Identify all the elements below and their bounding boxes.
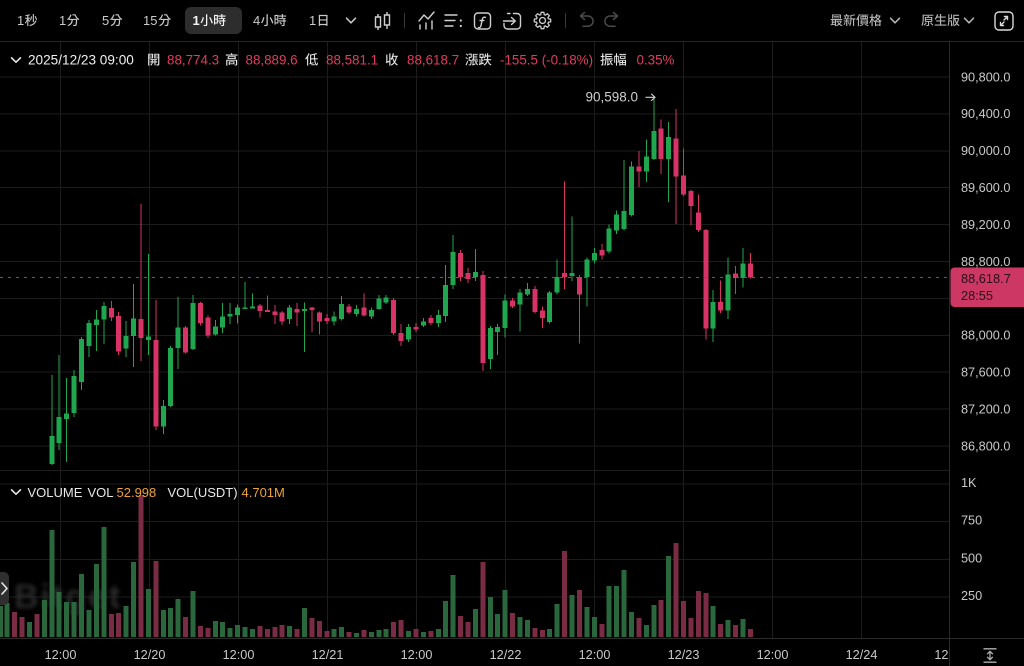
svg-text:28:55: 28:55 <box>961 288 993 303</box>
svg-text:52.998: 52.998 <box>117 485 157 500</box>
svg-text:88,581.1: 88,581.1 <box>326 53 378 68</box>
svg-text:12/24: 12/24 <box>846 648 878 662</box>
svg-text:12:00: 12:00 <box>757 648 789 662</box>
svg-text:1: 1 <box>193 13 200 28</box>
svg-text:5: 5 <box>102 13 109 28</box>
svg-text:88,618.7: 88,618.7 <box>407 53 459 68</box>
svg-text:1K: 1K <box>961 476 977 490</box>
svg-text:88,889.6: 88,889.6 <box>246 53 298 68</box>
svg-text:750: 750 <box>961 514 982 528</box>
svg-text:2025/12/23 09:00: 2025/12/23 09:00 <box>28 53 134 68</box>
svg-text:87,600.0: 87,600.0 <box>961 366 1010 380</box>
svg-text:4: 4 <box>253 13 260 28</box>
svg-text:500: 500 <box>961 552 982 566</box>
svg-text:VOL: VOL <box>88 485 114 500</box>
svg-text:90,400.0: 90,400.0 <box>961 107 1010 121</box>
svg-text:12/21: 12/21 <box>312 648 344 662</box>
svg-text:12: 12 <box>934 648 948 662</box>
svg-text:0.35%: 0.35% <box>637 53 675 68</box>
svg-text:90,598.0: 90,598.0 <box>585 90 638 105</box>
svg-text:12:00: 12:00 <box>45 648 77 662</box>
svg-text:250: 250 <box>961 589 982 603</box>
svg-text:1: 1 <box>59 13 66 28</box>
svg-text:12:00: 12:00 <box>579 648 611 662</box>
svg-text:88,800.0: 88,800.0 <box>961 255 1010 269</box>
svg-text:12/20: 12/20 <box>134 648 166 662</box>
svg-text:86,800.0: 86,800.0 <box>961 439 1010 453</box>
svg-text:89,200.0: 89,200.0 <box>961 218 1010 232</box>
svg-text:-155.5 (-0.18%): -155.5 (-0.18%) <box>500 53 593 68</box>
svg-text:90,800.0: 90,800.0 <box>961 70 1010 84</box>
svg-text:4.701M: 4.701M <box>242 485 285 500</box>
svg-text:12/23: 12/23 <box>668 648 700 662</box>
svg-text:88,000.0: 88,000.0 <box>961 329 1010 343</box>
svg-text:88,774.3: 88,774.3 <box>167 53 219 68</box>
svg-text:1: 1 <box>17 13 24 28</box>
svg-text:12:00: 12:00 <box>401 648 433 662</box>
svg-text:VOL(USDT): VOL(USDT) <box>168 485 238 500</box>
svg-text:89,600.0: 89,600.0 <box>961 181 1010 195</box>
svg-text:12/22: 12/22 <box>490 648 522 662</box>
svg-text:VOLUME: VOLUME <box>28 485 83 500</box>
svg-text:15: 15 <box>143 13 157 28</box>
svg-text:90,000.0: 90,000.0 <box>961 144 1010 158</box>
svg-text:1: 1 <box>309 13 316 28</box>
svg-text:12:00: 12:00 <box>223 648 255 662</box>
svg-text:87,200.0: 87,200.0 <box>961 402 1010 416</box>
svg-text:88,618.7: 88,618.7 <box>961 271 1011 286</box>
